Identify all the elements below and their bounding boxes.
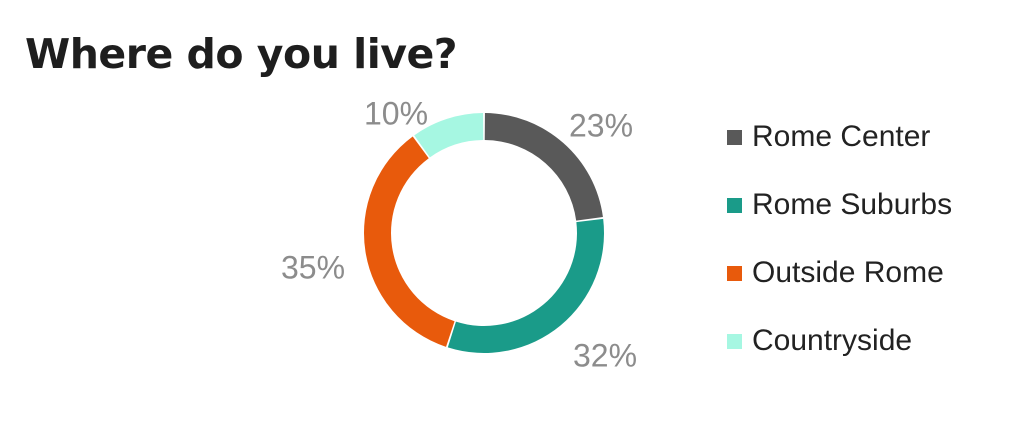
legend: Rome Center Rome Suburbs Outside Rome Co… [727, 103, 952, 375]
data-label-rome-suburbs: 32% [573, 337, 637, 373]
chart-title: Where do you live? [25, 30, 458, 78]
data-label-countryside: 10% [364, 95, 428, 131]
donut-slice-rome-center [484, 113, 603, 221]
data-label-outside-rome: 35% [281, 249, 345, 285]
legend-item-rome-suburbs: Rome Suburbs [727, 171, 952, 239]
legend-swatch [727, 129, 742, 145]
legend-label: Outside Rome [752, 256, 944, 289]
legend-label: Rome Suburbs [752, 188, 953, 221]
legend-item-countryside: Countryside [727, 307, 952, 375]
legend-label: Countryside [752, 324, 913, 357]
donut-slice-rome-suburbs [447, 218, 604, 353]
donut-slice-outside-rome [363, 136, 455, 347]
donut-slice-countryside [414, 113, 484, 158]
legend-swatch [727, 333, 742, 349]
legend-swatch [727, 197, 742, 213]
legend-swatch [727, 265, 742, 281]
data-label-rome-center: 23% [569, 107, 633, 143]
legend-item-outside-rome: Outside Rome [727, 239, 952, 307]
legend-label: Rome Center [752, 120, 931, 153]
legend-item-rome-center: Rome Center [727, 103, 952, 171]
